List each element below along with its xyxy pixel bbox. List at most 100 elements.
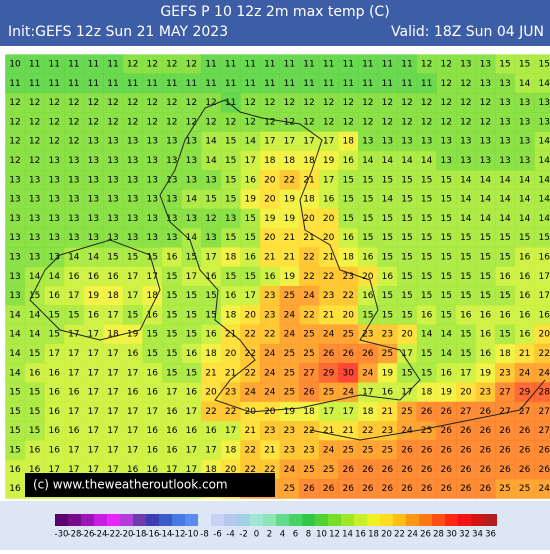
temperature-value: 27 xyxy=(460,407,471,417)
temperature-value: 20 xyxy=(205,388,217,398)
temperature-cell xyxy=(201,54,222,75)
temperature-value: 13 xyxy=(519,156,530,166)
temperature-value: 15 xyxy=(166,349,177,359)
temperature-cell xyxy=(358,266,379,287)
temperature-cell xyxy=(416,401,437,422)
temperature-value: 18 xyxy=(362,407,374,417)
temperature-cell xyxy=(142,73,163,94)
temperature-cell xyxy=(162,54,183,75)
temperature-value: 12 xyxy=(264,98,275,108)
temperature-value: 13 xyxy=(499,137,510,147)
temperature-cell xyxy=(436,343,457,364)
temperature-value: 26 xyxy=(480,484,492,494)
temperature-cell xyxy=(318,247,339,268)
temperature-cell xyxy=(181,401,202,422)
temperature-cell xyxy=(514,73,535,94)
temperature-value: 16 xyxy=(499,310,511,320)
temperature-cell xyxy=(377,131,398,152)
temperature-value: 13 xyxy=(29,233,40,243)
temperature-cell xyxy=(122,54,143,75)
temperature-value: 12 xyxy=(166,98,177,108)
legend-swatch xyxy=(263,514,276,526)
temperature-value: 17 xyxy=(401,349,412,359)
temperature-value: 14 xyxy=(499,175,511,185)
temperature-value: 15 xyxy=(480,253,491,263)
temperature-value: 23 xyxy=(225,388,236,398)
temperature-value: 13 xyxy=(166,137,177,147)
temperature-cell xyxy=(103,150,124,171)
temperature-cell xyxy=(456,170,477,190)
temperature-cell xyxy=(24,363,45,383)
legend-label: -2 xyxy=(239,530,247,540)
temperature-cell xyxy=(436,170,457,190)
temperature-value: 14 xyxy=(538,175,550,185)
temperature-cell xyxy=(122,421,143,441)
temperature-value: 24 xyxy=(362,368,374,378)
temperature-value: 25 xyxy=(421,426,432,436)
temperature-cell xyxy=(358,324,379,345)
temperature-cell xyxy=(201,343,222,364)
temperature-value: 11 xyxy=(9,79,20,89)
temperature-field xyxy=(5,54,550,499)
temperature-value: 11 xyxy=(146,79,157,89)
legend-label: -16 xyxy=(146,530,160,540)
legend-label: 8 xyxy=(306,530,311,540)
temperature-cell xyxy=(495,324,516,345)
temperature-cell xyxy=(122,285,143,306)
temperature-cell xyxy=(24,401,45,422)
temperature-value: 15 xyxy=(225,233,236,243)
temperature-cell xyxy=(318,343,339,364)
temperature-cell xyxy=(103,363,124,383)
temperature-cell xyxy=(240,266,261,287)
temperature-value: 15 xyxy=(68,310,79,320)
temperature-cell xyxy=(318,208,339,229)
temperature-value: 12 xyxy=(146,117,157,127)
temperature-cell xyxy=(122,266,143,287)
temperature-value: 16 xyxy=(146,465,158,475)
temperature-value: 18 xyxy=(303,407,315,417)
temperature-cell xyxy=(24,421,45,441)
temperature-value: 13 xyxy=(88,195,99,205)
legend-swatch xyxy=(198,514,211,526)
temperature-cell xyxy=(377,285,398,306)
temperature-cell xyxy=(201,170,222,190)
temperature-value: 21 xyxy=(284,253,295,263)
temperature-value: 13 xyxy=(68,156,79,166)
temperature-cell xyxy=(358,440,379,461)
temperature-cell xyxy=(397,150,418,171)
temperature-value: 12 xyxy=(303,117,314,127)
temperature-cell xyxy=(436,228,457,248)
temperature-cell xyxy=(181,170,202,190)
temperature-value: 16 xyxy=(205,272,217,282)
temperature-value: 14 xyxy=(9,349,21,359)
temperature-value: 13 xyxy=(48,156,59,166)
temperature-value: 13 xyxy=(166,156,177,166)
temperature-value: 16 xyxy=(342,156,354,166)
temperature-cell xyxy=(416,305,437,326)
temperature-cell xyxy=(181,189,202,210)
temperature-value: 17 xyxy=(88,426,99,436)
temperature-cell xyxy=(534,421,550,441)
temperature-cell xyxy=(495,478,516,499)
temperature-value: 23 xyxy=(342,272,353,282)
temperature-cell xyxy=(122,131,143,152)
temperature-value: 16 xyxy=(244,175,256,185)
temperature-value: 25 xyxy=(519,484,530,494)
temperature-cell xyxy=(5,324,26,345)
temperature-cell xyxy=(240,150,261,171)
temperature-cell xyxy=(220,305,241,326)
temperature-value: 17 xyxy=(205,253,216,263)
temperature-value: 12 xyxy=(68,98,79,108)
temperature-value: 15 xyxy=(401,272,412,282)
temperature-cell xyxy=(240,170,261,190)
temperature-value: 11 xyxy=(382,60,393,70)
temperature-cell xyxy=(416,228,437,248)
temperature-value: 16 xyxy=(166,426,178,436)
temperature-value: 16 xyxy=(146,388,158,398)
temperature-cell xyxy=(279,131,300,152)
temperature-cell xyxy=(64,343,85,364)
temperature-cell xyxy=(220,440,241,461)
temperature-value: 15 xyxy=(401,175,412,185)
temperature-cell xyxy=(162,131,183,152)
temperature-cell xyxy=(5,73,26,94)
